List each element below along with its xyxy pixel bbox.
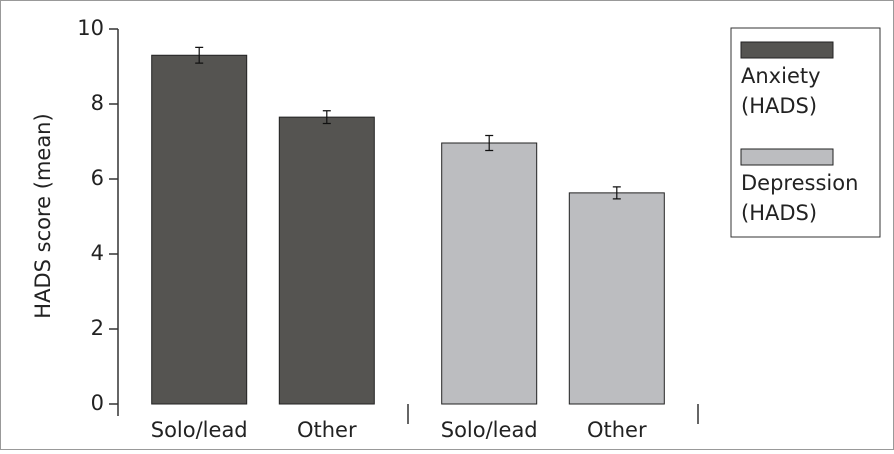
y-axis-label: HADS score (mean) (31, 113, 55, 318)
x-tick-label: Other (587, 418, 647, 442)
bar (568, 192, 665, 405)
y-tick-label: 2 (91, 316, 104, 340)
x-tick-label: Other (297, 418, 357, 442)
x-tick-label: Solo/lead (151, 418, 248, 442)
y-tick-label: 8 (91, 91, 104, 115)
bar (151, 54, 248, 405)
legend-box (730, 27, 881, 238)
bar (441, 142, 538, 405)
x-tick-label: Solo/lead (441, 418, 538, 442)
error-bar (612, 186, 621, 200)
y-tick-label: 10 (77, 16, 104, 40)
legend-swatch (740, 148, 834, 166)
legend-swatch (740, 41, 834, 59)
bar (278, 116, 375, 405)
y-tick-label: 6 (91, 166, 104, 190)
error-bar (485, 134, 494, 152)
legend-label: Depression (HADS) (741, 171, 858, 225)
y-tick-label: 4 (91, 241, 104, 265)
legend-label: Anxiety (HADS) (741, 64, 821, 118)
y-tick-label: 0 (91, 391, 104, 415)
error-bar (195, 46, 204, 64)
error-bar (322, 110, 331, 125)
